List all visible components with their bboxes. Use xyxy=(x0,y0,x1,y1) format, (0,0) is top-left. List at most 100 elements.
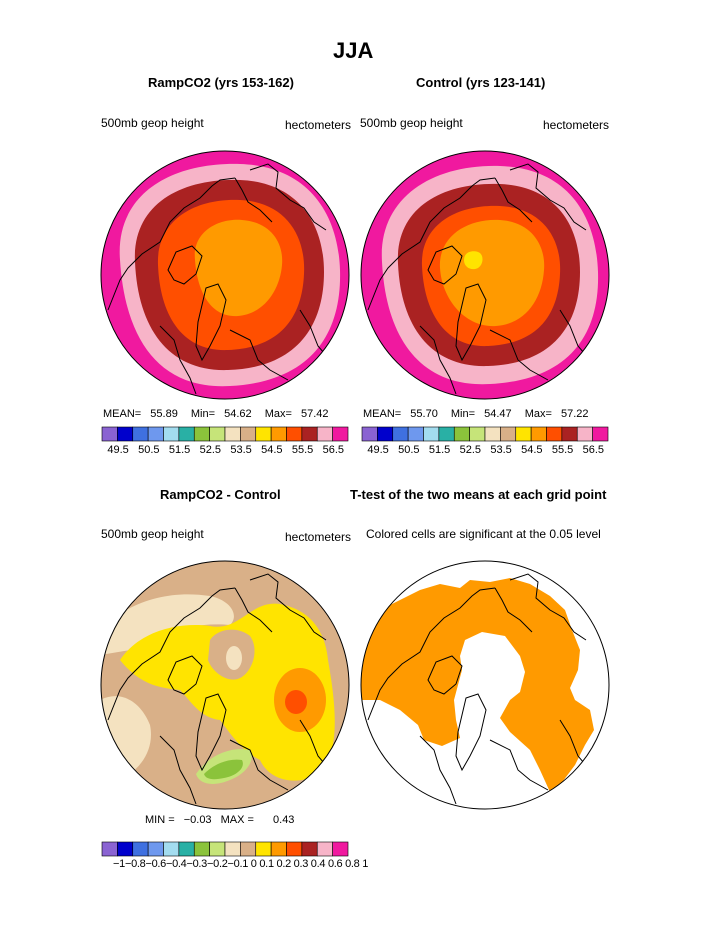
panel-title-rampco2: RampCO2 (yrs 153-162) xyxy=(148,75,294,90)
colorbar-box xyxy=(240,426,257,442)
colorbar-box xyxy=(392,426,409,442)
colorbar-box xyxy=(193,426,210,442)
map-rampco2 xyxy=(100,150,350,400)
min-label: MIN = xyxy=(145,814,175,826)
colorbar-box xyxy=(163,426,180,442)
mean-label: MEAN= xyxy=(363,408,402,420)
colorbar-box xyxy=(193,841,210,857)
colorbar-box xyxy=(377,426,394,442)
colorbar-tick-label: 56.5 xyxy=(322,444,345,456)
colorbar-box xyxy=(453,426,470,442)
label-right-difference: hectometers xyxy=(285,530,352,544)
colorbar-box xyxy=(332,426,349,442)
label-left-control: 500mb geop height xyxy=(360,116,463,130)
colorbar-box xyxy=(209,426,226,442)
figure-title: JJA xyxy=(333,38,374,63)
colorbar-box xyxy=(270,841,287,857)
field-cream-nw xyxy=(101,594,234,655)
colorbar-control xyxy=(361,426,609,442)
colorbar-box xyxy=(255,841,272,857)
colorbar-box xyxy=(407,426,424,442)
max-value: 57.22 xyxy=(560,408,589,420)
stats-difference: MIN = −0.03 MAX = 0.43 xyxy=(145,814,294,826)
colorbar-box xyxy=(101,426,118,442)
colorbar-box xyxy=(132,841,149,857)
mean-label: MEAN= xyxy=(103,408,142,420)
stats-control: MEAN= 55.70 Min= 54.47 Max= 57.22 xyxy=(363,408,589,420)
colorbar-tick-label: 50.5 xyxy=(398,444,420,456)
colorbar-rampco2 xyxy=(101,426,349,442)
colorbar-box xyxy=(286,426,303,442)
colorbar-tick-label: 49.5 xyxy=(107,444,129,456)
label-left-rampco2: 500mb geop height xyxy=(101,116,204,130)
colorbar-box xyxy=(316,426,333,442)
max-value: 0.43 xyxy=(273,814,295,826)
coastlines xyxy=(107,573,331,805)
colorbar-tick-label: 56.5 xyxy=(582,444,605,456)
map-ttest xyxy=(360,560,610,810)
field-green xyxy=(204,759,243,780)
colorbar-box xyxy=(301,426,318,442)
colorbar-box xyxy=(530,426,547,442)
colorbar-box xyxy=(438,426,455,442)
colorbar-tick-label: 53.5 xyxy=(490,444,512,456)
colorbar-box xyxy=(561,426,578,442)
colorbar-box xyxy=(423,426,440,442)
colorbar-tick-label: 49.5 xyxy=(367,444,389,456)
colorbar-box xyxy=(101,841,118,857)
label-right-control: hectometers xyxy=(543,118,610,132)
colorbar-box xyxy=(361,426,378,442)
colorbar-box xyxy=(224,841,241,857)
colorbar-box xyxy=(469,426,486,442)
colorbar-ticks-rampco2: 49.5 50.5 51.5 52.5 53.5 54.5 55.5 56.5 xyxy=(102,444,348,458)
colorbar-tick-label: 51.5 xyxy=(428,444,451,456)
colorbar-box xyxy=(178,841,195,857)
colorbar-box xyxy=(286,841,303,857)
map-control xyxy=(360,150,610,400)
stats-rampco2: MEAN= 55.89 Min= 54.62 Max= 57.42 xyxy=(103,408,329,420)
colorbar-box xyxy=(592,426,609,442)
min-value: −0.03 xyxy=(183,814,212,826)
field-cream-spot xyxy=(226,646,242,670)
min-label: Min= xyxy=(190,408,216,420)
colorbar-tick-label: 52.5 xyxy=(459,444,482,456)
colorbar-box xyxy=(546,426,563,442)
panel-title-ttest: T-test of the two means at each grid poi… xyxy=(350,487,607,502)
band-orange xyxy=(439,219,545,327)
mean-value: 55.70 xyxy=(410,408,438,420)
mean-value: 55.89 xyxy=(150,408,178,420)
colorbar-box xyxy=(117,841,134,857)
min-value: 54.47 xyxy=(484,408,512,420)
colorbar-box xyxy=(178,426,195,442)
map-difference xyxy=(100,560,350,810)
min-label: Min= xyxy=(450,408,476,420)
colorbar-box xyxy=(163,841,180,857)
colorbar-box xyxy=(270,426,287,442)
colorbar-box xyxy=(515,426,532,442)
min-value: 54.62 xyxy=(224,408,252,420)
colorbar-box xyxy=(209,841,226,857)
colorbar-box xyxy=(117,426,134,442)
colorbar-tick-label: 53.5 xyxy=(230,444,252,456)
max-label: MAX = xyxy=(220,814,254,826)
colorbar-box xyxy=(500,426,517,442)
colorbar-tick-label: 54.5 xyxy=(261,444,283,456)
colorbar-difference xyxy=(101,841,349,857)
colorbar-box xyxy=(224,426,241,442)
colorbar-box xyxy=(132,426,149,442)
colorbar-box xyxy=(147,426,164,442)
colorbar-box xyxy=(301,841,318,857)
colorbar-box xyxy=(332,841,349,857)
label-subtitle-ttest: Colored cells are significant at the 0.0… xyxy=(366,527,601,541)
colorbar-tick-label: 52.5 xyxy=(199,444,222,456)
colorbar-box xyxy=(240,841,257,857)
field-yellow xyxy=(120,603,335,781)
significant-cells xyxy=(361,578,594,792)
colorbar-ticks-control: 49.5 50.5 51.5 52.5 53.5 54.5 55.5 56.5 xyxy=(362,444,608,458)
panel-title-difference: RampCO2 - Control xyxy=(160,487,281,502)
colorbar-box xyxy=(147,841,164,857)
colorbar-ticks-difference: −1−0.8−0.6−0.4−0.3−0.2−0.1 0 0.1 0.2 0.3… xyxy=(113,858,369,870)
label-right-rampco2: hectometers xyxy=(285,118,352,132)
band-yellow xyxy=(464,251,483,270)
max-label: Max= xyxy=(264,408,292,420)
